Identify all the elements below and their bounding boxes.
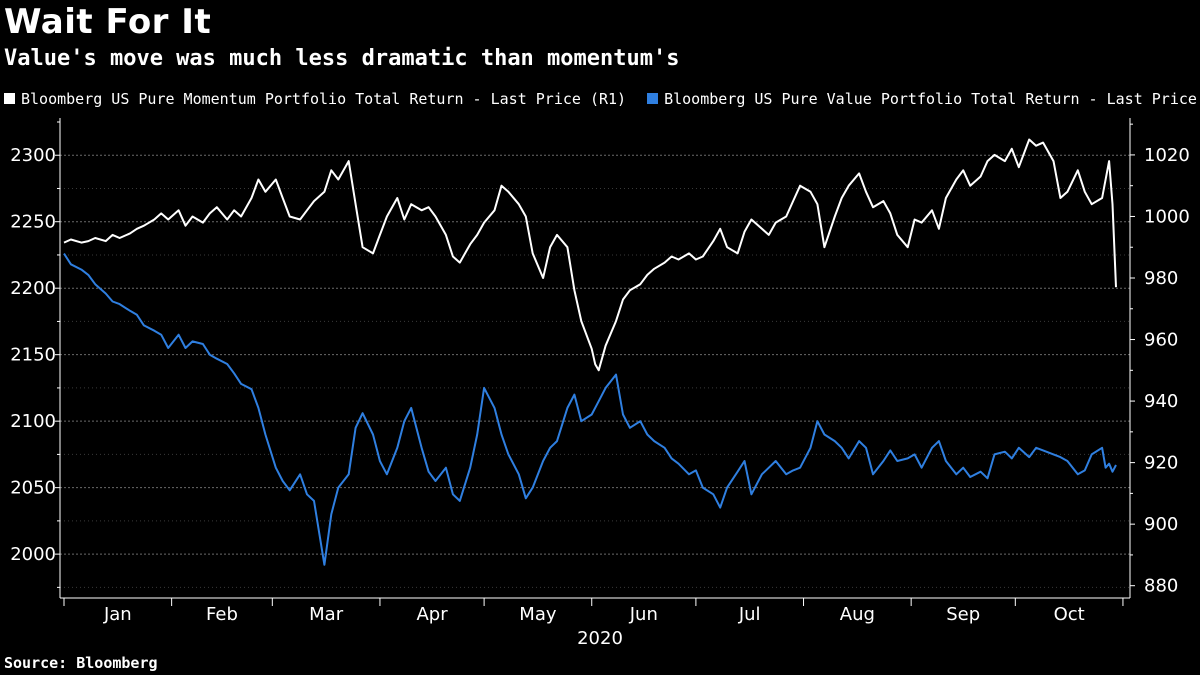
legend-item-value: Bloomberg US Pure Value Portfolio Total … — [647, 90, 1200, 108]
left-tick-label: 2300 — [10, 145, 56, 166]
right-tick-label: 880 — [1144, 576, 1178, 597]
momentum-line — [63, 138, 1117, 372]
right-tick-label: 980 — [1144, 268, 1178, 289]
x-tick-label: Apr — [416, 604, 448, 625]
x-tick-label: Oct — [1054, 604, 1085, 625]
x-tick-label: Mar — [309, 604, 344, 625]
x-tick-label: Feb — [206, 604, 238, 625]
right-tick-label: 940 — [1144, 391, 1178, 412]
x-tick-label: Jul — [738, 604, 761, 625]
left-tick-label: 2250 — [10, 212, 56, 233]
legend-label-momentum: Bloomberg US Pure Momentum Portfolio Tot… — [21, 90, 627, 108]
legend-label-value: Bloomberg US Pure Value Portfolio Total … — [664, 90, 1200, 108]
left-tick-label: 2100 — [10, 411, 56, 432]
right-tick-label: 960 — [1144, 330, 1178, 351]
x-tick-label: Jan — [103, 604, 132, 625]
legend-item-momentum: Bloomberg US Pure Momentum Portfolio Tot… — [4, 90, 626, 108]
right-tick-label: 1000 — [1144, 206, 1190, 227]
chart-title: Wait For It — [4, 2, 212, 42]
x-tick-label: Sep — [946, 604, 980, 625]
left-tick-label: 2000 — [10, 544, 56, 565]
left-tick-label: 2050 — [10, 478, 56, 499]
legend: Bloomberg US Pure Momentum Portfolio Tot… — [4, 90, 1200, 108]
left-tick-label: 2150 — [10, 345, 56, 366]
chart-subtitle: Value's move was much less dramatic than… — [4, 46, 680, 71]
x-tick-label: Aug — [840, 604, 875, 625]
x-tick-label: May — [519, 604, 557, 625]
left-tick-label: 2200 — [10, 278, 56, 299]
legend-swatch-momentum — [4, 93, 15, 104]
legend-swatch-value — [647, 93, 659, 104]
x-year-label: 2020 — [577, 628, 623, 649]
value-line — [63, 253, 1117, 566]
x-tick-label: Jun — [629, 604, 658, 625]
source-note: Source: Bloomberg — [4, 654, 158, 672]
right-tick-label: 1020 — [1144, 145, 1190, 166]
right-tick-label: 920 — [1144, 453, 1178, 474]
right-tick-label: 900 — [1144, 514, 1178, 535]
